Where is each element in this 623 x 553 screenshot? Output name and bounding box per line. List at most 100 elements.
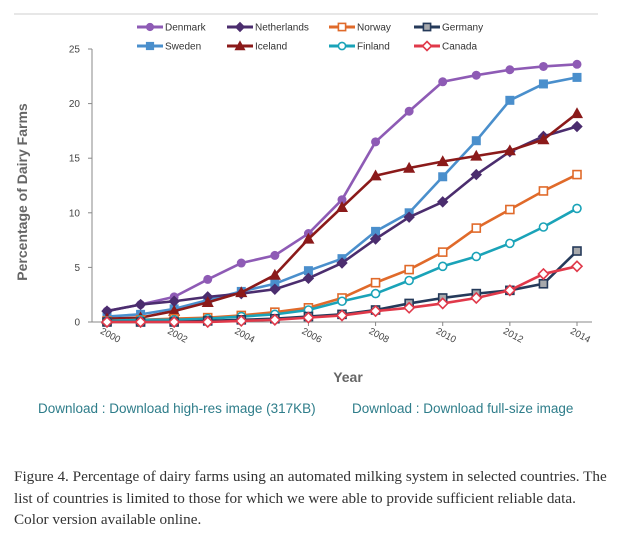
data-point-canada <box>470 291 483 305</box>
data-point-finland <box>370 288 381 299</box>
data-point-iceland <box>403 161 416 173</box>
legend-item-denmark: Denmark <box>137 23 207 34</box>
data-point-finland <box>437 261 448 272</box>
data-point-germany <box>572 246 582 256</box>
data-point-denmark <box>371 137 381 147</box>
download-links: Download : Download high-res image (317K… <box>38 401 598 423</box>
data-point-finland <box>471 251 482 262</box>
legend-item-germany: Germany <box>414 23 483 34</box>
legend: Denmark Sweden Netherlands Iceland Norway Fin… <box>137 21 483 53</box>
data-point-canada <box>302 311 315 324</box>
data-point-iceland <box>268 268 281 280</box>
data-point-norway <box>538 186 549 196</box>
legend-swatch-marker <box>234 40 246 51</box>
data-point-iceland <box>235 286 248 298</box>
data-point-sweden <box>505 95 515 105</box>
legend-item-iceland: Iceland <box>227 40 287 53</box>
data-point-norway <box>505 204 515 215</box>
data-point-netherlands <box>336 257 348 269</box>
legend-swatch-marker <box>422 22 432 32</box>
x-tick-label: 2000 <box>98 326 122 346</box>
x-tick-label: 2004 <box>233 326 257 346</box>
data-point-netherlands <box>302 272 315 285</box>
data-point-canada <box>268 313 281 326</box>
y-tick-label: 0 <box>74 318 80 329</box>
x-tick-label: 2008 <box>367 326 391 346</box>
data-point-germany <box>538 278 549 289</box>
download-fullsize-link[interactable]: Download : Download full-size image <box>352 401 574 416</box>
legend-item-norway: Norway <box>329 23 391 34</box>
data-point-canada <box>201 315 214 329</box>
y-tick-label: 5 <box>74 263 80 274</box>
data-point-netherlands <box>437 196 449 208</box>
data-point-norway <box>370 277 381 288</box>
data-point-denmark <box>203 274 213 284</box>
data-point-netherlands <box>403 211 415 223</box>
data-point-sweden <box>471 136 481 146</box>
x-tick-label: 2014 <box>568 326 592 346</box>
data-point-finland <box>572 203 582 214</box>
legend-label: Netherlands <box>255 23 309 34</box>
series-iceland <box>100 107 584 324</box>
data-point-sweden <box>438 172 448 182</box>
legend-swatch-marker <box>234 21 246 33</box>
legend-item-sweden: Sweden <box>137 42 201 53</box>
data-point-iceland <box>503 144 516 156</box>
data-point-canada <box>537 267 550 281</box>
legend-swatch-marker <box>421 40 433 52</box>
x-tick-label: 2002 <box>165 326 189 346</box>
data-point-finland <box>538 222 549 232</box>
data-point-netherlands <box>134 298 147 311</box>
data-point-finland <box>505 238 515 249</box>
x-tick-label: 2012 <box>501 326 525 346</box>
data-point-canada <box>134 315 147 329</box>
data-point-finland <box>337 296 347 307</box>
x-tick-label: 2010 <box>434 326 458 346</box>
data-point-norway <box>572 169 582 180</box>
data-point-denmark <box>471 70 481 80</box>
dairy-farm-chart: Denmark Sweden Netherlands Iceland Norway Fin… <box>14 13 598 385</box>
y-axis-ticks: 0 5 10 15 20 25 <box>69 45 92 329</box>
legend-swatch-marker <box>337 41 347 51</box>
y-axis-label: Percentage of Dairy Farms <box>14 103 30 281</box>
y-tick-label: 10 <box>69 208 81 219</box>
data-point-iceland <box>436 155 449 167</box>
data-point-canada <box>403 301 416 314</box>
legend-item-finland: Finland <box>329 42 390 53</box>
legend-label: Norway <box>357 23 391 34</box>
data-point-netherlands <box>369 233 382 245</box>
data-point-iceland <box>302 232 315 244</box>
x-axis-label: Year <box>333 369 363 385</box>
data-point-iceland <box>369 169 382 181</box>
data-point-canada <box>570 260 584 273</box>
data-point-sweden <box>572 72 582 82</box>
data-point-norway <box>471 223 482 233</box>
data-point-canada <box>436 297 449 310</box>
data-point-canada <box>100 315 114 329</box>
series-lines <box>100 59 584 329</box>
data-point-iceland <box>537 133 550 145</box>
y-tick-label: 25 <box>69 45 81 56</box>
legend-label: Canada <box>442 42 477 53</box>
data-point-netherlands <box>571 120 583 133</box>
data-point-denmark <box>505 65 515 75</box>
legend-swatch-marker <box>145 41 155 51</box>
figure-caption: Figure 4. Percentage of dairy farms usin… <box>14 468 607 528</box>
data-point-sweden <box>538 79 548 89</box>
data-point-norway <box>404 264 414 275</box>
axes <box>91 49 592 323</box>
data-point-iceland <box>335 201 349 212</box>
legend-label: Denmark <box>165 23 207 34</box>
data-point-norway <box>437 247 448 257</box>
legend-swatch-marker <box>145 22 155 32</box>
legend-swatch-marker <box>337 22 347 32</box>
legend-item-canada: Canada <box>414 40 477 53</box>
download-highres-link[interactable]: Download : Download high-res image (317K… <box>38 401 316 416</box>
data-point-finland <box>404 275 414 286</box>
series-canada <box>100 260 584 329</box>
y-tick-label: 15 <box>69 154 81 165</box>
data-point-denmark <box>236 258 246 268</box>
data-point-canada <box>168 315 181 329</box>
y-tick-label: 20 <box>69 99 81 110</box>
legend-label: Iceland <box>255 42 287 53</box>
